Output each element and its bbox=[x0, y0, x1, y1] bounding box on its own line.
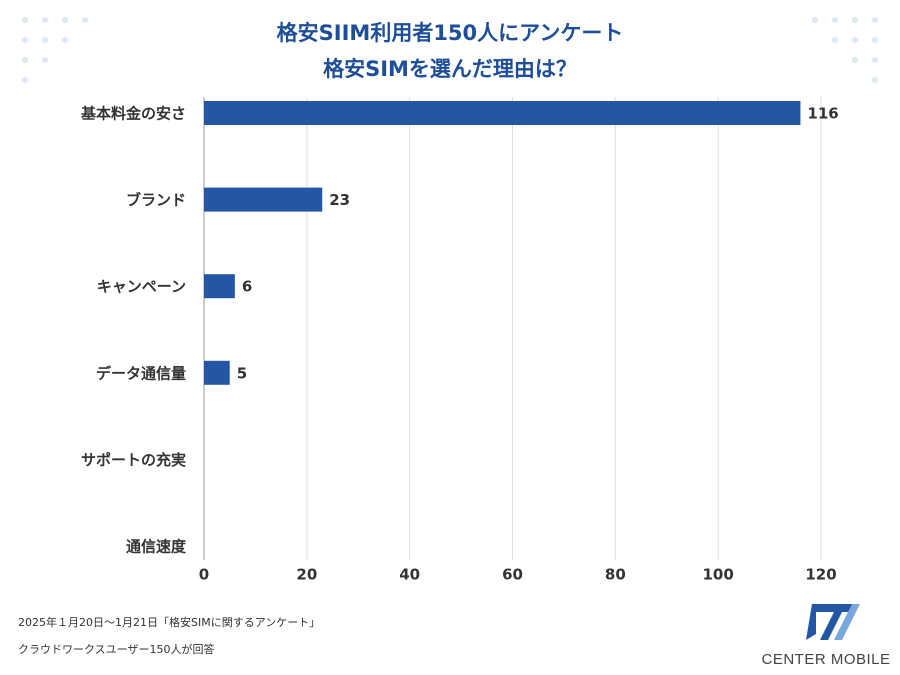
chart-title: 格安SIMを選んだ理由は？ bbox=[323, 57, 577, 81]
value-label: 23 bbox=[329, 191, 350, 209]
logo-text: CENTER MOBILE bbox=[761, 651, 890, 668]
chart-title: 格安SIIM利用者150人にアンケート bbox=[277, 21, 624, 45]
y-tick-label: データ通信量 bbox=[96, 364, 186, 382]
x-tick-label: 60 bbox=[502, 566, 523, 584]
decor-dots bbox=[22, 17, 878, 83]
bar bbox=[204, 360, 230, 385]
footnote: クラウドワークスユーザー150人が回答 bbox=[18, 642, 214, 656]
y-tick-label: ブランド bbox=[126, 191, 186, 209]
y-tick-label: サポートの充実 bbox=[81, 451, 186, 469]
x-tick-label: 120 bbox=[805, 566, 836, 584]
value-label: 5 bbox=[237, 364, 247, 382]
value-label: 6 bbox=[242, 278, 252, 296]
logo-icon bbox=[806, 604, 860, 640]
value-label: 116 bbox=[807, 105, 838, 123]
bar bbox=[204, 101, 801, 125]
x-tick-label: 80 bbox=[605, 566, 626, 584]
x-tick-label: 20 bbox=[296, 566, 317, 584]
x-tick-label: 0 bbox=[199, 566, 209, 584]
y-tick-label: 通信速度 bbox=[126, 538, 187, 556]
bar bbox=[204, 274, 235, 299]
bar bbox=[204, 187, 323, 212]
y-tick-label: キャンペーン bbox=[97, 278, 186, 296]
footnote: 2025年１月20日～1月21日「格安SIMに関するアンケート」 bbox=[18, 615, 320, 629]
x-tick-label: 100 bbox=[703, 566, 734, 584]
x-tick-label: 40 bbox=[399, 566, 420, 584]
y-tick-label: 基本料金の安さ bbox=[80, 105, 186, 123]
